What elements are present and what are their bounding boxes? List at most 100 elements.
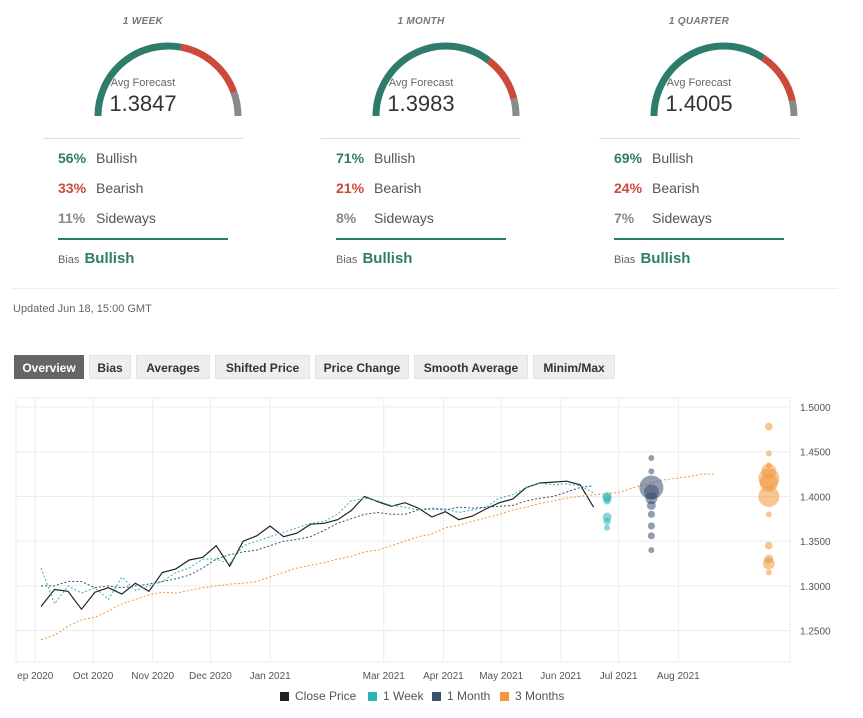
bearish-percent: 21% [336,180,365,196]
forecast-point [603,497,611,505]
tab-price-change[interactable]: Price Change [315,355,409,379]
forecast-point [758,485,780,507]
x-tick-label: Mar 2021 [363,671,406,682]
bias-value: Bullish [84,250,135,267]
bearish-percent: 24% [614,180,643,196]
bearish-row: 21% Bearish [336,180,421,196]
bearish-label: Bearish [652,180,700,196]
forecast-point [765,569,772,576]
x-tick-label: Oct 2020 [73,671,114,682]
legend-label: Close Price [295,689,357,703]
legend-item[interactable]: 1 Month [432,689,490,703]
sideways-percent: 7% [614,210,635,226]
legend-swatch [368,692,377,701]
panel-divider [599,138,799,139]
bias-divider [58,238,228,240]
bullish-row: 69% Bullish [614,150,693,166]
sideways-label: Sideways [652,210,712,226]
sideways-percent: 8% [336,210,357,226]
y-tick-label: 1.4000 [800,492,831,503]
legend-swatch [500,692,509,701]
forecast-gauge [650,42,798,117]
tab-averages[interactable]: Averages [136,355,210,379]
legend-label: 1 Week [383,689,424,703]
gauge-sideways-arc [230,91,242,117]
x-tick-label: May 2021 [479,671,523,682]
bullish-percent: 71% [336,150,365,166]
bearish-label: Bearish [96,180,144,196]
forecast-period: 1 MONTH [397,16,445,27]
bias-label: Bias [58,254,80,266]
forecast-chart: ep 2020 Oct 2020 Nov 2020 Dec 2020 Jan 2021 M… [15,397,831,682]
forecast-gauge [372,42,520,117]
avg-forecast-label: Avg Forecast [110,77,176,89]
y-tick-label: 1.5000 [800,403,831,414]
x-tick-label: Aug 2021 [657,671,700,682]
legend-label: 3 Months [515,689,565,703]
x-tick-label: Jun 2021 [540,671,582,682]
legend-item[interactable]: Close Price [280,689,356,703]
avg-forecast-label: Avg Forecast [666,77,732,89]
y-tick-label: 1.3000 [800,582,831,593]
avg-forecast-value: 1.3847 [109,91,177,116]
forecast-point [646,500,656,510]
forecast-point [764,541,773,550]
tab-bias[interactable]: Bias [89,355,131,379]
tab-shifted-price[interactable]: Shifted Price [215,355,310,379]
forecast-panel: 1 MONTH Avg Forecast 1.3983 71% Bullish 2… [321,0,561,280]
gauge-bearish-arc [486,57,518,100]
sideways-label: Sideways [96,210,156,226]
bias-label: Bias [614,254,636,266]
tab-overview[interactable]: Overview [14,355,84,379]
sideways-row: 7% Sideways [614,210,712,226]
tab-minim-max[interactable]: Minim/Max [533,355,615,379]
forecast-point [604,524,611,531]
forecast-point [764,422,773,431]
forecast-point [762,557,775,570]
forecast-point [765,450,772,457]
avg-forecast-value: 1.4005 [665,91,733,116]
legend-swatch [432,692,441,701]
legend-item[interactable]: 3 Months [500,689,564,703]
bias-summary: Bias Bullish [614,250,690,267]
bias-divider [614,238,784,240]
legend-item[interactable]: 1 Week [368,689,423,703]
updated-timestamp: Updated Jun 18, 15:00 GMT [13,303,152,315]
bias-summary: Bias Bullish [58,250,134,267]
x-tick-label: Jan 2021 [250,671,292,682]
gauge-sideways-arc [510,97,520,117]
forecast-point [645,492,658,505]
forecast-point [647,522,655,530]
x-tick-label: Dec 2020 [189,671,232,682]
forecast-period: 1 QUARTER [668,16,730,27]
avg-forecast-value: 1.3983 [387,91,455,116]
series-line-3-months [40,473,715,641]
gauge-bearish-arc [761,55,796,102]
legend-swatch [280,692,289,701]
bearish-row: 24% Bearish [614,180,699,196]
section-divider [12,288,838,289]
tab-smooth-average[interactable]: Smooth Average [414,355,528,379]
forecast-point [648,468,655,475]
forecast-point [647,532,655,540]
sideways-label: Sideways [374,210,434,226]
bias-divider [336,238,506,240]
bullish-label: Bullish [96,150,138,166]
bias-value: Bullish [640,250,691,267]
forecast-panel: 1 WEEK Avg Forecast 1.3847 56% Bullish 33… [43,0,283,280]
x-tick-label: Nov 2020 [131,671,174,682]
bullish-label: Bullish [374,150,416,166]
bearish-label: Bearish [374,180,422,196]
bullish-percent: 56% [58,150,87,166]
gauge-bullish-arc [650,42,766,117]
bearish-row: 33% Bearish [58,180,143,196]
avg-forecast-label: Avg Forecast [388,77,454,89]
forecast-point [647,510,655,518]
panel-divider [321,138,521,139]
sideways-row: 8% Sideways [336,210,434,226]
y-tick-label: 1.2500 [800,627,831,638]
bullish-label: Bullish [652,150,694,166]
legend-label: 1 Month [447,689,491,703]
sideways-percent: 11% [58,210,86,226]
bias-label: Bias [336,254,358,266]
